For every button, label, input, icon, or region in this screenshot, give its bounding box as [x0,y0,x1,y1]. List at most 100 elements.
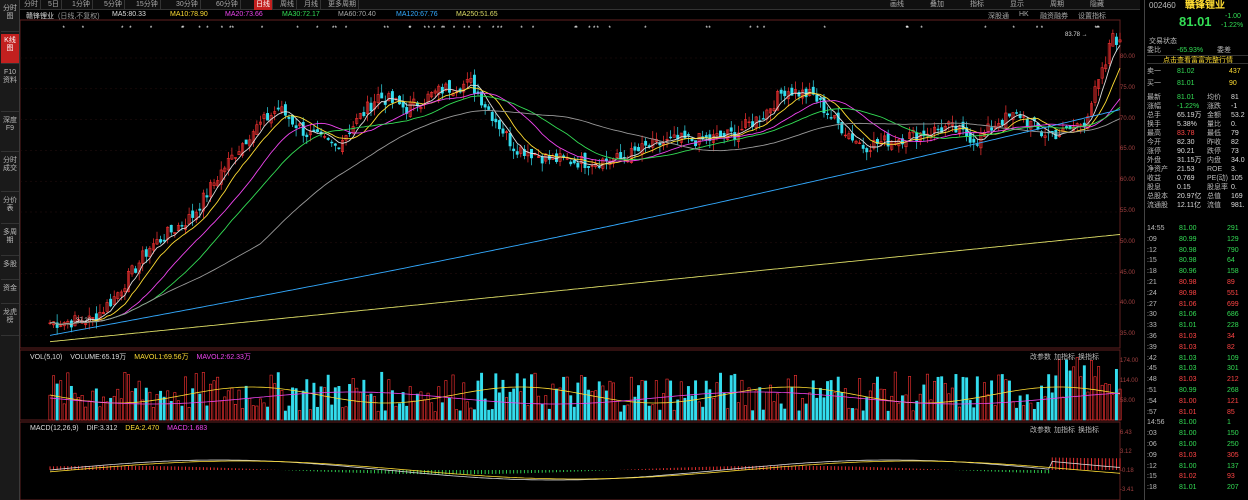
event-marker[interactable]: * [588,26,591,32]
event-marker[interactable]: * [443,26,446,32]
panel-link-1-0[interactable]: 改参数 [1030,427,1051,434]
event-marker[interactable]: * [1012,26,1015,32]
nav-tab-0[interactable]: 分时图 [1,2,19,32]
event-marker[interactable]: * [593,26,596,32]
event-marker[interactable]: * [906,26,909,32]
event-marker[interactable]: * [441,26,444,32]
volume-bar [66,372,70,421]
event-marker[interactable]: * [1096,26,1099,32]
event-marker[interactable]: * [575,26,578,32]
toolbar-right-3[interactable]: 显示 [1010,1,1024,8]
event-marker[interactable]: * [1036,26,1039,32]
event-marker[interactable]: * [574,26,577,32]
event-marker[interactable]: * [532,26,535,32]
event-marker[interactable]: * [492,26,495,32]
timeframe-9[interactable]: 月线 [302,0,321,10]
nav-tab-2[interactable]: F10资料 [1,66,19,112]
timeframe-7[interactable]: 日线 [254,0,273,10]
event-marker[interactable]: * [384,26,387,32]
event-marker[interactable]: * [82,26,85,32]
event-marker[interactable]: * [409,26,412,32]
event-marker[interactable]: * [433,26,436,32]
timeframe-8[interactable]: 周线 [278,0,297,10]
event-marker[interactable]: * [261,26,264,32]
event-marker[interactable]: * [424,26,427,32]
nav-tab-7[interactable]: 多股 [1,258,19,280]
event-marker[interactable]: * [428,26,431,32]
nav-tab-3[interactable]: 深度F9 [1,114,19,152]
nav-tab-9[interactable]: 龙虎榜 [1,306,19,336]
panel-link-0-2[interactable]: 换指标 [1078,354,1099,361]
event-marker[interactable]: * [229,26,232,32]
toolbar-right-4[interactable]: 周期 [1050,1,1064,8]
event-marker[interactable]: * [121,26,124,32]
event-marker[interactable]: * [408,26,411,32]
chart-link-0[interactable]: 深股通 [988,13,1009,20]
event-marker[interactable]: * [1041,26,1044,32]
event-marker[interactable]: * [453,26,456,32]
chart-link-3[interactable]: 设置指标 [1078,13,1106,20]
event-marker[interactable]: * [644,26,647,32]
event-marker[interactable]: * [335,26,338,32]
panel-link-1-1[interactable]: 加指标 [1054,427,1075,434]
chart-link-2[interactable]: 融资融券 [1040,13,1068,20]
event-marker[interactable]: * [984,26,987,32]
promo-link[interactable]: 点击查看富富完整行情 [1147,55,1248,64]
event-marker[interactable]: * [387,26,390,32]
nav-tab-1[interactable]: K线图 [1,34,19,64]
chart-link-1[interactable]: HK [1019,11,1029,18]
event-marker[interactable]: * [468,26,471,32]
event-marker[interactable]: * [907,26,910,32]
event-marker[interactable]: * [520,26,523,32]
nav-tab-5[interactable]: 分价表 [1,194,19,224]
toolbar-right-1[interactable]: 叠加 [930,1,944,8]
event-marker[interactable]: * [756,26,759,32]
nav-tab-4[interactable]: 分时成交 [1,154,19,192]
timeframe-6[interactable]: 60分钟 [214,0,241,10]
timeframe-4[interactable]: 15分钟 [134,0,161,10]
event-marker[interactable]: * [596,26,599,32]
toolbar-right-2[interactable]: 指标 [970,1,984,8]
timeframe-0[interactable]: 分时 [22,0,41,10]
event-marker[interactable]: * [749,26,752,32]
panel-link-0-0[interactable]: 改参数 [1030,354,1051,361]
toolbar-right-5[interactable]: 隐藏 [1090,1,1104,8]
timeframe-5[interactable]: 30分钟 [174,0,201,10]
event-marker[interactable]: * [206,26,209,32]
event-marker[interactable]: * [478,26,481,32]
event-marker[interactable]: * [463,26,466,32]
event-marker[interactable]: * [181,26,184,32]
timeframe-2[interactable]: 1分钟 [70,0,93,10]
panel-link-0-1[interactable]: 加指标 [1054,354,1075,361]
event-marker[interactable]: * [906,26,909,32]
toolbar-right-0[interactable]: 画线 [890,1,904,8]
event-marker[interactable]: * [345,26,348,32]
nav-tab-8[interactable]: 资金 [1,282,19,304]
event-marker[interactable]: * [608,26,611,32]
event-marker[interactable]: * [182,26,185,32]
panel-link-1-2[interactable]: 换指标 [1078,427,1099,434]
event-marker[interactable]: * [316,26,319,32]
timeframe-1[interactable]: 5日 [46,0,62,10]
event-marker[interactable]: * [708,26,711,32]
event-marker[interactable]: * [920,26,923,32]
timeframe-10[interactable]: 更多周期 [326,0,359,10]
timeframe-3[interactable]: 5分钟 [102,0,125,10]
event-marker[interactable]: * [497,26,500,32]
nav-tab-6[interactable]: 多周期 [1,226,19,256]
event-marker[interactable]: * [296,26,299,32]
event-marker[interactable]: * [232,26,235,32]
event-marker[interactable]: * [150,26,153,32]
event-marker[interactable]: * [221,26,224,32]
event-marker[interactable]: * [824,26,827,32]
event-marker[interactable]: * [705,26,708,32]
event-marker[interactable]: * [332,26,335,32]
event-marker[interactable]: * [129,26,132,32]
event-marker[interactable]: * [198,26,201,32]
stat-row: 最新 81.01 均价 81 [1147,93,1248,102]
event-marker[interactable]: * [500,26,503,32]
event-marker[interactable]: * [763,26,766,32]
event-marker[interactable]: * [63,26,66,32]
event-marker[interactable]: * [1098,26,1101,32]
event-marker[interactable]: * [1095,26,1098,32]
